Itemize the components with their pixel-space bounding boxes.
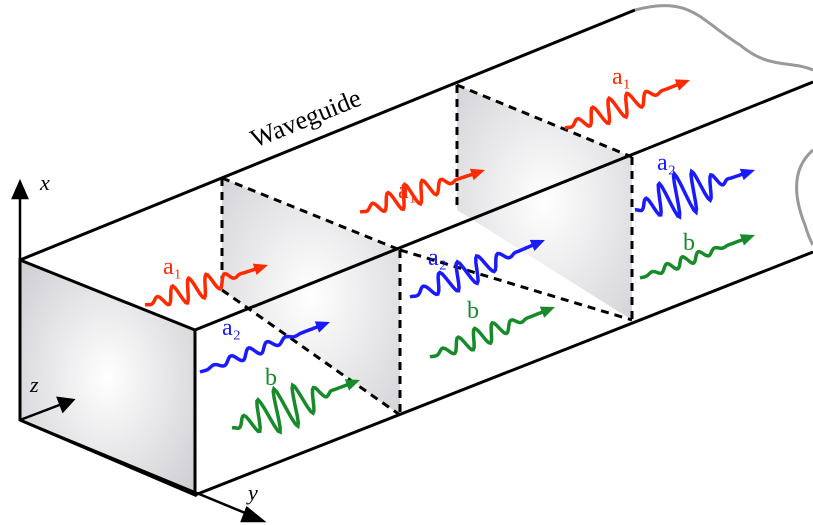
wave xyxy=(409,243,535,299)
wave-label: b xyxy=(683,230,695,256)
wave-arrowhead xyxy=(529,239,545,251)
wave xyxy=(199,324,320,374)
wave-arrowhead xyxy=(674,79,690,91)
axis-label: y xyxy=(246,480,258,505)
wave-arrowhead xyxy=(344,379,360,391)
wave xyxy=(231,382,350,435)
wave-arrowhead xyxy=(252,263,268,276)
wave xyxy=(639,237,745,280)
wave-label: a₁ xyxy=(612,64,631,90)
waves: a₁ a₂ b a₁ a₂ b a₁ a₂ b xyxy=(144,64,755,435)
wave-label: a₁ xyxy=(398,178,417,204)
wave xyxy=(429,309,545,359)
wave-arrowhead xyxy=(539,306,555,318)
wave-label: a₂ xyxy=(428,245,447,271)
cut-ends xyxy=(634,4,813,246)
wave xyxy=(634,168,745,220)
wave xyxy=(144,267,258,307)
section xyxy=(457,85,632,320)
wave xyxy=(564,82,680,130)
wave-arrowhead xyxy=(469,168,485,181)
wave-label: b xyxy=(265,365,277,391)
edges xyxy=(19,8,813,497)
wave-arrowhead xyxy=(739,168,755,181)
wave-label: a₁ xyxy=(163,254,182,280)
wave-label: b xyxy=(467,298,479,324)
axes xyxy=(11,178,267,523)
axis-label: z xyxy=(29,372,39,397)
wave xyxy=(359,172,475,214)
section xyxy=(222,178,400,415)
axis-label: x xyxy=(39,170,50,195)
dashed-lines xyxy=(220,83,634,417)
wave-arrowhead xyxy=(739,234,755,246)
wave-label: a₂ xyxy=(657,150,676,176)
wave-arrowhead xyxy=(314,321,330,333)
front-face xyxy=(18,257,197,498)
wave-label: a₂ xyxy=(222,315,241,341)
